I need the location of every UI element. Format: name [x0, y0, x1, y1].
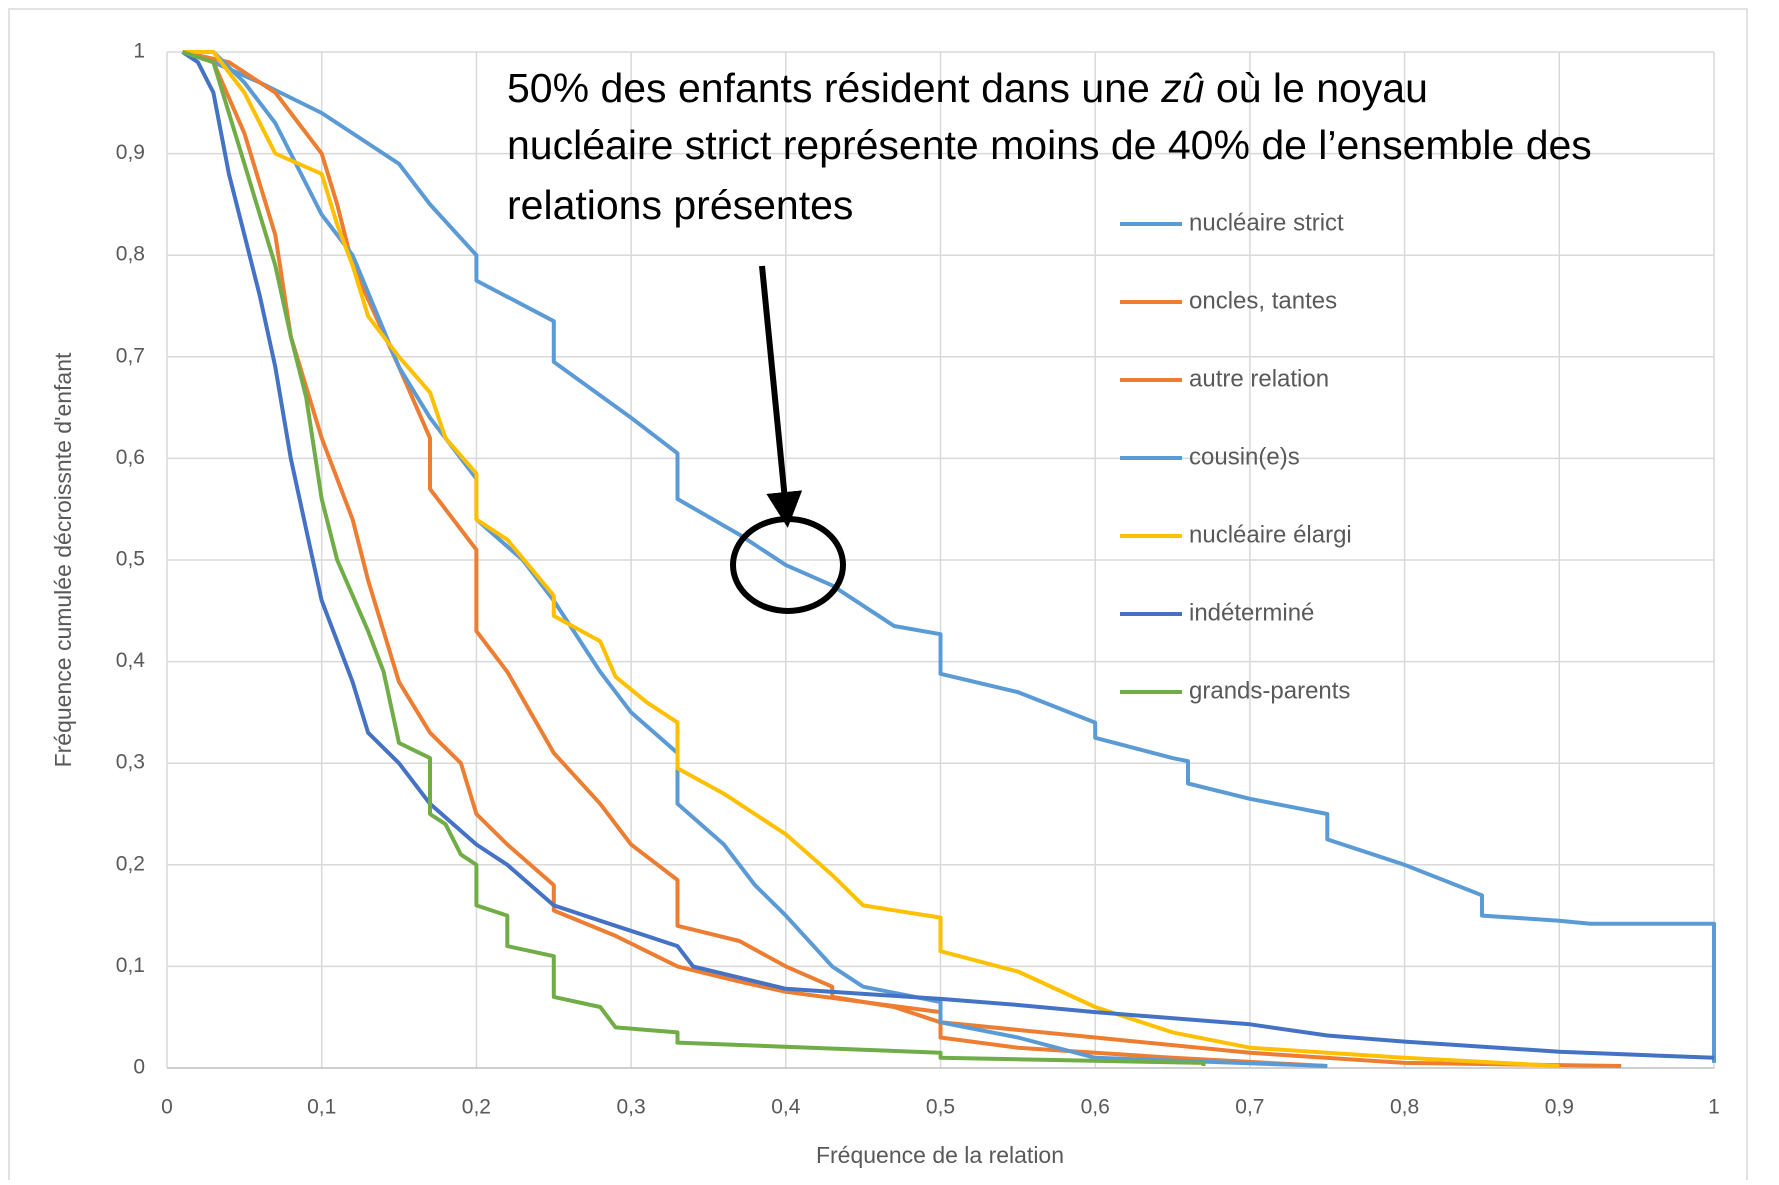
- plot-lines: [181, 50, 1716, 1068]
- legend-label: autre relation: [1189, 365, 1329, 392]
- y-tick-label: 0,9: [116, 141, 145, 164]
- annotation-part: 50% des enfants résident dans une: [507, 65, 1161, 111]
- y-tick-label: 0,6: [116, 446, 145, 469]
- legend-label: oncles, tantes: [1189, 287, 1337, 314]
- annotation-part: zû: [1160, 65, 1204, 111]
- x-tick-label: 0,6: [1081, 1096, 1110, 1119]
- x-tick-label: 0,2: [462, 1096, 491, 1119]
- y-tick-label: 0,4: [116, 649, 146, 672]
- series-line: [181, 50, 1715, 1060]
- series-line: [181, 50, 1206, 1066]
- y-axis-label: Fréquence cumulée décroissnte d'enfant: [50, 352, 76, 767]
- annotation-circle: [730, 516, 846, 614]
- x-tick-label: 0,4: [771, 1096, 801, 1119]
- y-tick-label: 0,1: [116, 954, 145, 977]
- series-line: [182, 50, 1560, 1068]
- x-tick-label: 0: [161, 1096, 173, 1119]
- legend-label: indéterminé: [1189, 599, 1314, 626]
- y-tick-label: 1: [133, 40, 145, 63]
- y-tick-label: 0,7: [116, 344, 145, 367]
- annotation-line: 50% des enfants résident dans une zû où …: [507, 65, 1428, 111]
- annotation-part: où le noyau: [1205, 65, 1428, 111]
- annotation-arrow: [759, 265, 803, 528]
- legend-label: grands-parents: [1189, 677, 1350, 704]
- annotation-line: nucléaire strict représente moins de 40%…: [507, 122, 1592, 168]
- x-tick-label: 0,8: [1390, 1096, 1419, 1119]
- y-tick-label: 0,5: [116, 548, 145, 571]
- x-tick-label: 0,3: [616, 1096, 645, 1119]
- x-tick-label: 0,1: [307, 1096, 336, 1119]
- y-tick-label: 0: [133, 1056, 145, 1079]
- y-tick-label: 0,8: [116, 243, 145, 266]
- y-tick-label: 0,2: [116, 852, 145, 875]
- annotation-part: nucléaire strict représente moins de 40%…: [507, 122, 1592, 168]
- x-tick-label: 0,5: [926, 1096, 955, 1119]
- legend-label: nucléaire strict: [1189, 209, 1344, 236]
- annotation-part: relations présentes: [507, 182, 853, 228]
- series-line: [181, 50, 1716, 1063]
- x-tick-label: 0,7: [1235, 1096, 1264, 1119]
- legend-label: nucléaire élargi: [1189, 521, 1352, 548]
- legend: nucléaire strict oncles, tantes autre rela…: [1120, 209, 1352, 704]
- legend-label: cousin(e)s: [1189, 443, 1300, 470]
- x-axis-label: Fréquence de la relation: [816, 1142, 1064, 1168]
- x-tick-label: 1: [1708, 1096, 1720, 1119]
- y-tick-label: 0,3: [116, 751, 145, 774]
- series-line: [182, 50, 1328, 1068]
- x-tick-label: 0,9: [1545, 1096, 1574, 1119]
- annotation-line: relations présentes: [507, 182, 853, 228]
